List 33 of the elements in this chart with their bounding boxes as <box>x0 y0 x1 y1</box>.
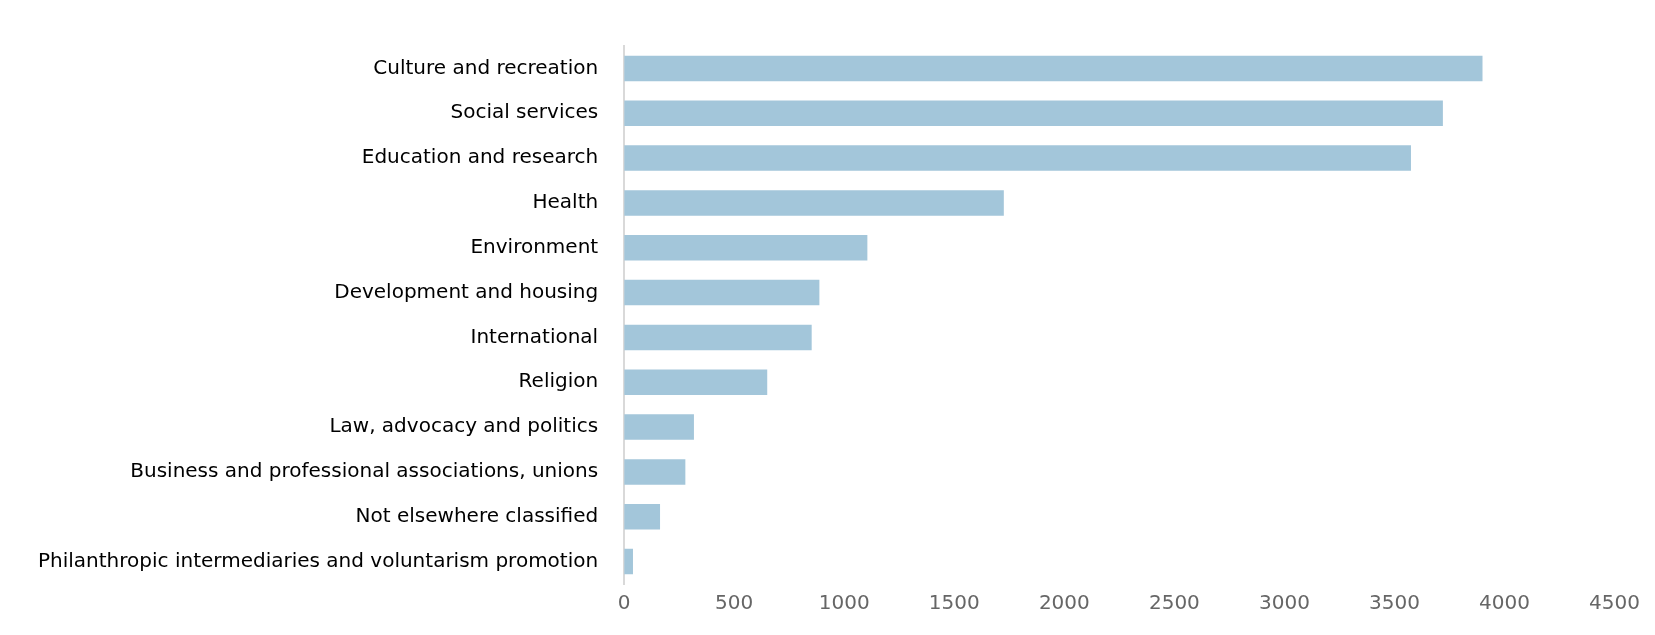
x-tick-label: 4000 <box>1479 590 1530 615</box>
y-tick-label: Social services <box>450 99 599 124</box>
y-tick-label: Health <box>532 189 599 214</box>
x-tick-label: 2000 <box>1038 590 1090 615</box>
x-tick-label: 500 <box>715 590 754 615</box>
y-tick-label: International <box>470 323 599 348</box>
y-tick-label: Not elsewhere classified <box>355 502 599 527</box>
y-tick-label: Philanthropic intermediaries and voluntarism promotion <box>37 547 599 572</box>
bar <box>624 459 686 485</box>
x-tick-label: 3000 <box>1258 590 1310 615</box>
bar <box>624 279 820 306</box>
y-tick-label: Education and research <box>361 144 599 169</box>
bar <box>624 503 661 530</box>
bar <box>624 100 1443 127</box>
x-tick-label: 4500 <box>1589 590 1640 615</box>
y-tick-label: Culture and recreation <box>373 54 599 79</box>
x-tick-label: 0 <box>617 590 631 615</box>
bar <box>624 55 1483 82</box>
y-tick-label: Law, advocacy and politics <box>329 413 599 438</box>
y-tick-label: Development and housing <box>334 278 599 303</box>
x-tick-label: 3500 <box>1369 590 1420 615</box>
y-tick-label: Environment <box>470 233 599 258</box>
y-tick-label: Business and professional associations, unions <box>130 458 599 483</box>
bar <box>624 369 768 396</box>
bar <box>624 190 1004 216</box>
x-tick-label: 2500 <box>1148 590 1200 615</box>
bar <box>624 414 694 440</box>
y-tick-label: Religion <box>518 368 599 393</box>
bar <box>624 234 868 261</box>
bar <box>624 324 812 351</box>
x-tick-label: 1500 <box>928 590 980 615</box>
bar <box>624 145 1411 171</box>
x-tick-label: 1000 <box>818 590 870 615</box>
